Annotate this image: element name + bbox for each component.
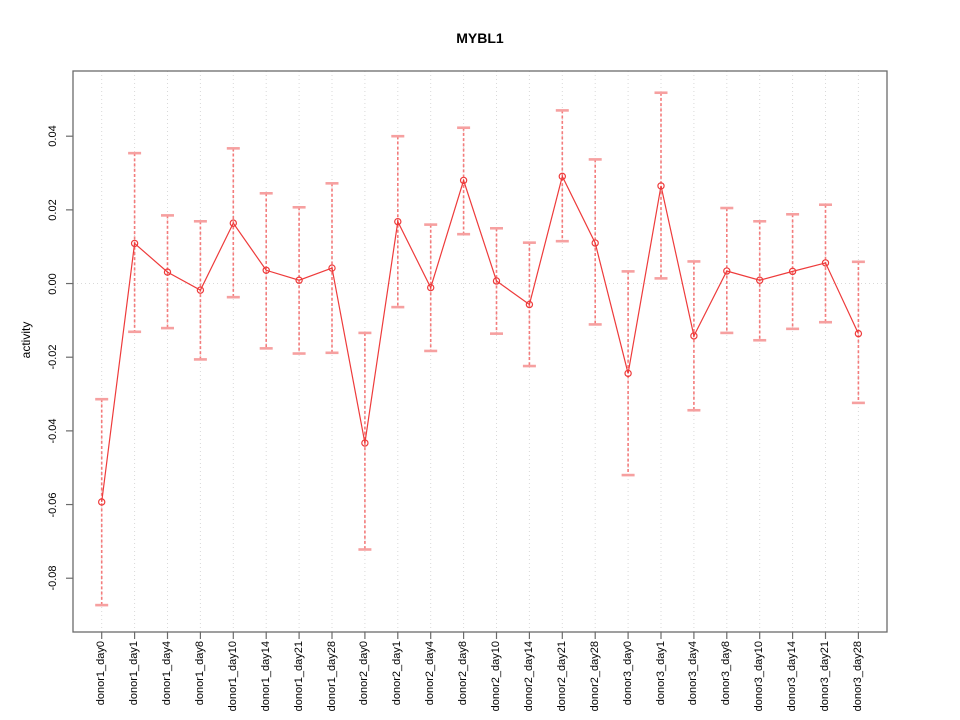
data-point bbox=[756, 276, 764, 284]
x-tick-label: donor2_day4 bbox=[424, 641, 437, 706]
x-tick-label: donor2_day8 bbox=[457, 641, 470, 706]
x-tick-label: donor2_day10 bbox=[490, 641, 502, 712]
x-tick-label: donor2_day1 bbox=[391, 641, 404, 706]
data-point bbox=[361, 439, 369, 447]
chart-title: MYBL1 bbox=[456, 30, 504, 46]
x-tick-label: donor2_day28 bbox=[588, 641, 601, 712]
data-point bbox=[624, 369, 632, 378]
x-tick-label: donor1_day4 bbox=[161, 641, 173, 706]
data-point bbox=[97, 498, 106, 506]
x-tick-label: donor1_day0 bbox=[95, 641, 108, 706]
x-tick-label: donor2_day0 bbox=[358, 641, 371, 706]
data-point bbox=[394, 217, 402, 226]
x-tick-label: donor1_day21 bbox=[292, 641, 305, 712]
data-point bbox=[427, 283, 435, 292]
x-tick-label: donor3_day21 bbox=[819, 641, 831, 712]
x-tick-label: donor1_day10 bbox=[226, 641, 239, 712]
x-tick-label: donor3_day1 bbox=[654, 641, 667, 706]
data-point bbox=[328, 264, 336, 272]
data-point bbox=[690, 332, 698, 340]
x-tick-label: donor3_day0 bbox=[621, 641, 634, 706]
x-tick-label: donor3_day4 bbox=[687, 641, 700, 706]
data-point bbox=[163, 268, 172, 276]
data-point bbox=[130, 239, 139, 248]
plot-box bbox=[72, 70, 888, 633]
y-tick-label: 0.02 bbox=[47, 199, 59, 221]
data-point bbox=[229, 219, 237, 227]
y-tick-label: -0.06 bbox=[47, 492, 59, 518]
x-tick-label: donor3_day8 bbox=[720, 641, 733, 706]
series-line bbox=[101, 174, 859, 503]
data-point bbox=[657, 182, 665, 190]
data-point bbox=[723, 267, 731, 275]
x-tick-label: donor1_day14 bbox=[259, 641, 272, 712]
y-tick-label: -0.02 bbox=[47, 344, 59, 370]
data-point bbox=[591, 239, 599, 247]
x-tick-label: donor1_day28 bbox=[325, 641, 338, 712]
x-tick-label: donor3_day10 bbox=[753, 641, 766, 712]
data-point bbox=[295, 276, 303, 284]
data-point bbox=[788, 267, 797, 276]
data-point bbox=[558, 172, 567, 181]
x-tick-label: donor3_day28 bbox=[851, 641, 864, 712]
data-point bbox=[262, 266, 270, 274]
y-tick-label: -0.04 bbox=[47, 418, 59, 444]
x-tick-label: donor2_day21 bbox=[555, 641, 568, 712]
x-tick-label: donor1_day8 bbox=[193, 641, 206, 706]
x-tick-label: donor1_day1 bbox=[128, 641, 141, 706]
y-tick-label: -0.08 bbox=[47, 565, 59, 591]
y-tick-label: 0.04 bbox=[47, 125, 59, 147]
data-point bbox=[492, 277, 501, 285]
data-point bbox=[525, 300, 534, 309]
y-tick-label: 0.00 bbox=[47, 272, 59, 295]
data-point bbox=[854, 329, 863, 338]
x-tick-label: donor2_day14 bbox=[522, 641, 535, 712]
data-point bbox=[821, 259, 830, 267]
x-tick-label: donor3_day14 bbox=[786, 641, 799, 712]
data-point bbox=[459, 176, 468, 185]
data-point bbox=[196, 286, 205, 294]
